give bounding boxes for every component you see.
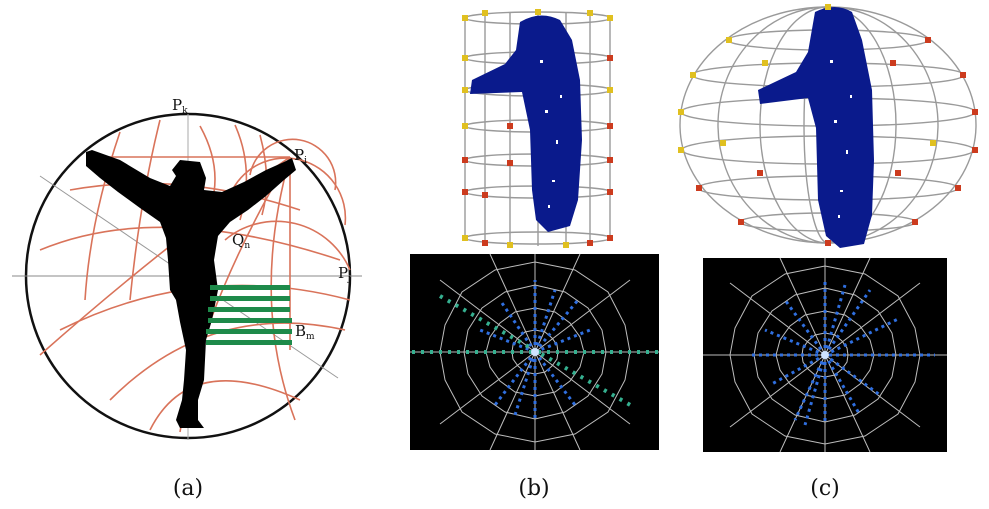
caption-c: (c) bbox=[810, 476, 840, 501]
body-3d-c bbox=[758, 7, 874, 248]
panel-c-sphere bbox=[678, 4, 978, 248]
body-3d bbox=[470, 15, 582, 233]
polar-center-b bbox=[531, 348, 539, 356]
panel-b-cylinder bbox=[462, 9, 613, 248]
panel-a: Pk Pi Pj Qn Bm bbox=[12, 96, 362, 440]
caption-b: (b) bbox=[518, 476, 550, 501]
body-highlights-c bbox=[830, 60, 852, 218]
label-qn: Qn bbox=[232, 231, 250, 251]
label-pk: Pk bbox=[172, 96, 188, 116]
panel-c-polar bbox=[703, 257, 947, 453]
label-bm: Bm bbox=[295, 322, 315, 342]
panel-b-polar bbox=[410, 253, 659, 451]
body-highlights bbox=[540, 60, 562, 208]
sphere-nodes bbox=[678, 4, 978, 246]
label-pi: Pi bbox=[294, 146, 307, 166]
cylinder-nodes bbox=[462, 9, 613, 248]
polar-center-c bbox=[821, 351, 829, 359]
polar-spokes-b bbox=[479, 280, 591, 420]
human-silhouette bbox=[86, 150, 296, 428]
caption-a: (a) bbox=[172, 476, 204, 501]
label-pj: Pj bbox=[338, 264, 351, 284]
polar-spokes-c bbox=[752, 280, 935, 426]
green-stripes bbox=[206, 285, 292, 345]
